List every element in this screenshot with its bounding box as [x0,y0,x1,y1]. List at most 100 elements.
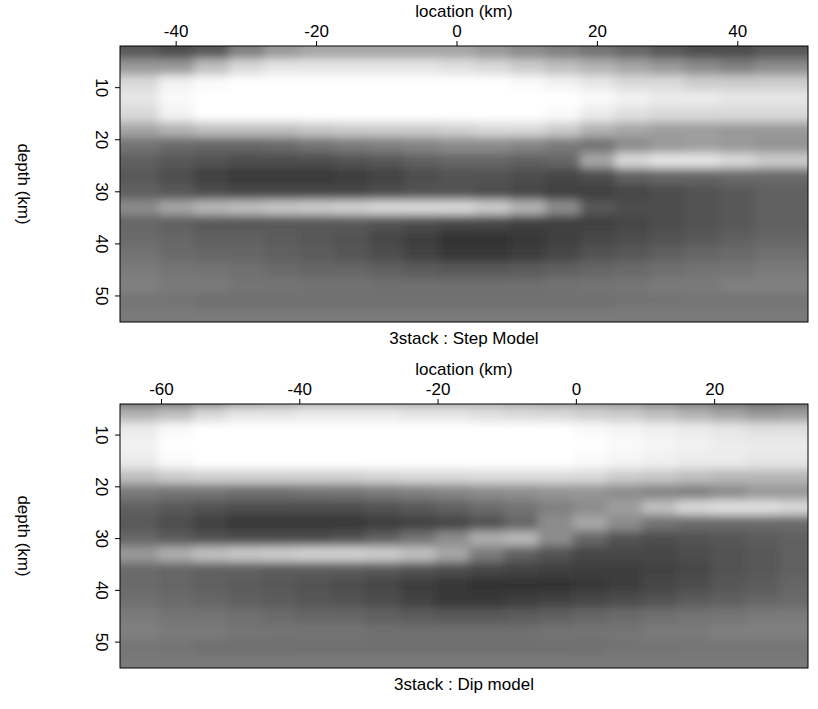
cell [159,137,195,153]
cell [400,500,435,516]
cell [227,577,262,593]
cell [369,153,405,169]
x-tick [161,399,162,404]
y-tick-label: 50 [92,633,111,652]
cell [685,137,721,153]
cell [194,200,230,216]
cell [331,562,366,578]
cell [227,562,262,578]
cell [642,593,677,609]
cell [746,500,781,516]
cell [331,438,366,454]
cell [194,168,230,184]
plot-area [120,46,808,322]
cell [334,106,370,122]
cell [159,278,195,294]
cell [650,262,686,278]
cell [120,122,159,138]
cell [711,577,746,593]
cell [780,469,808,485]
cell [400,484,435,500]
cell [369,122,405,138]
cell [780,500,808,516]
cell [229,278,265,294]
cell [469,438,504,454]
x-tick-label: 40 [728,22,747,41]
cell [159,59,195,75]
cell [510,137,546,153]
cell [404,231,440,247]
cell [780,608,808,624]
cell [677,407,712,423]
cell [510,90,546,106]
cell [439,215,475,231]
cell [607,562,642,578]
cell [650,231,686,247]
cell [193,640,228,656]
cell [439,90,475,106]
cell [369,106,405,122]
cell [685,75,721,91]
cell [229,200,265,216]
cell [475,215,511,231]
cell [469,407,504,423]
cell [264,122,300,138]
cell [746,422,781,438]
cell [229,168,265,184]
cell [475,231,511,247]
cell [334,90,370,106]
cell [607,422,642,438]
x-tick [176,41,177,46]
cell [711,469,746,485]
cell [365,422,400,438]
cell [193,531,228,547]
cell [711,624,746,640]
cell [685,90,721,106]
cell [227,655,262,668]
cell [677,577,712,593]
cell [685,153,721,169]
cell [404,200,440,216]
cell [755,46,808,60]
cell [720,168,756,184]
cell [573,640,608,656]
cell [120,262,159,278]
cell [404,184,440,200]
cell [615,153,651,169]
cell [720,246,756,262]
cell [334,137,370,153]
cell [435,624,470,640]
cell [193,484,228,500]
cell [159,246,195,262]
cell [120,500,159,516]
cell [365,407,400,423]
cell [331,407,366,423]
cell [685,200,721,216]
x-axis-title: location (km) [415,360,512,379]
cell [194,278,230,294]
panel-title: 3stack : Dip model [394,675,534,694]
cell [780,531,808,547]
cell [404,153,440,169]
cell [227,608,262,624]
cell [194,231,230,247]
cell [369,137,405,153]
cell [229,184,265,200]
cell [650,153,686,169]
cell [538,453,573,469]
cell [299,184,335,200]
cell [642,469,677,485]
cell [158,577,193,593]
cell [120,46,159,60]
cell [435,562,470,578]
x-tick-label: 20 [588,22,607,41]
cell [746,655,781,668]
cell [262,624,297,640]
cell [120,106,159,122]
cell [580,46,616,60]
x-tick [316,41,317,46]
cell [296,577,331,593]
cell [711,422,746,438]
cell [120,624,159,640]
cell [159,90,195,106]
